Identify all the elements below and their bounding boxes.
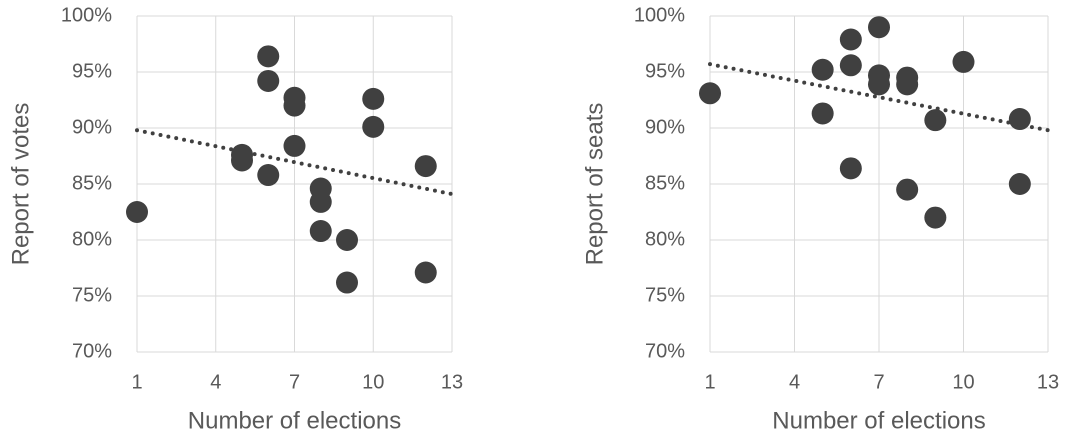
point [362, 87, 385, 110]
point [257, 69, 280, 92]
y-tick-label: 95% [645, 60, 685, 82]
point [924, 109, 947, 132]
y-tick-label: 70% [645, 340, 685, 362]
y-tick-label: 90% [72, 116, 112, 138]
y-tick-label: 100% [61, 4, 112, 26]
x-tick-label: 1 [704, 371, 715, 393]
point [839, 157, 862, 180]
point [952, 50, 975, 73]
trend-line [135, 128, 454, 197]
x-axis-label: Number of elections [188, 407, 401, 434]
y-tick-label: 70% [72, 340, 112, 362]
point [336, 229, 358, 251]
point [1008, 173, 1031, 195]
point [868, 73, 890, 96]
point [896, 178, 919, 201]
point [283, 94, 306, 117]
point [283, 134, 306, 157]
x-tick-label: 10 [362, 371, 384, 393]
point [1008, 108, 1031, 131]
y-tick-label: 80% [645, 228, 685, 250]
y-tick-label: 100% [634, 4, 685, 26]
y-tick-label: 80% [72, 228, 112, 250]
point [309, 190, 332, 213]
x-tick-label: 7 [873, 371, 884, 393]
point [868, 16, 890, 39]
y-tick-label: 75% [72, 284, 112, 306]
y-tick-label: 75% [645, 284, 685, 306]
point [811, 102, 834, 125]
trend-line [708, 62, 1050, 133]
point [414, 155, 437, 178]
y-tick-label: 85% [645, 172, 685, 194]
y-axis-label: Report of seats [581, 103, 608, 266]
x-tick-label: 4 [789, 371, 800, 393]
x-tick-label: 1 [131, 371, 142, 393]
point [257, 164, 280, 187]
x-tick-label: 13 [1037, 371, 1059, 393]
point [126, 201, 148, 223]
point [309, 220, 332, 243]
point [231, 149, 253, 172]
point [257, 45, 280, 68]
y-tick-label: 90% [645, 116, 685, 138]
point [336, 271, 358, 294]
point [362, 115, 385, 138]
x-tick-label: 7 [289, 371, 300, 393]
y-tick-label: 95% [72, 60, 112, 82]
y-tick-label: 85% [72, 172, 112, 194]
point [839, 28, 862, 51]
point [699, 82, 721, 105]
point [811, 58, 834, 81]
x-tick-label: 4 [210, 371, 221, 393]
point [414, 261, 437, 284]
y-axis-label: Report of votes [7, 103, 34, 266]
point [839, 54, 862, 77]
x-tick-label: 10 [952, 371, 974, 393]
x-axis-label: Number of elections [772, 407, 985, 434]
x-tick-label: 13 [441, 371, 463, 393]
point [924, 206, 947, 229]
point [896, 73, 919, 96]
